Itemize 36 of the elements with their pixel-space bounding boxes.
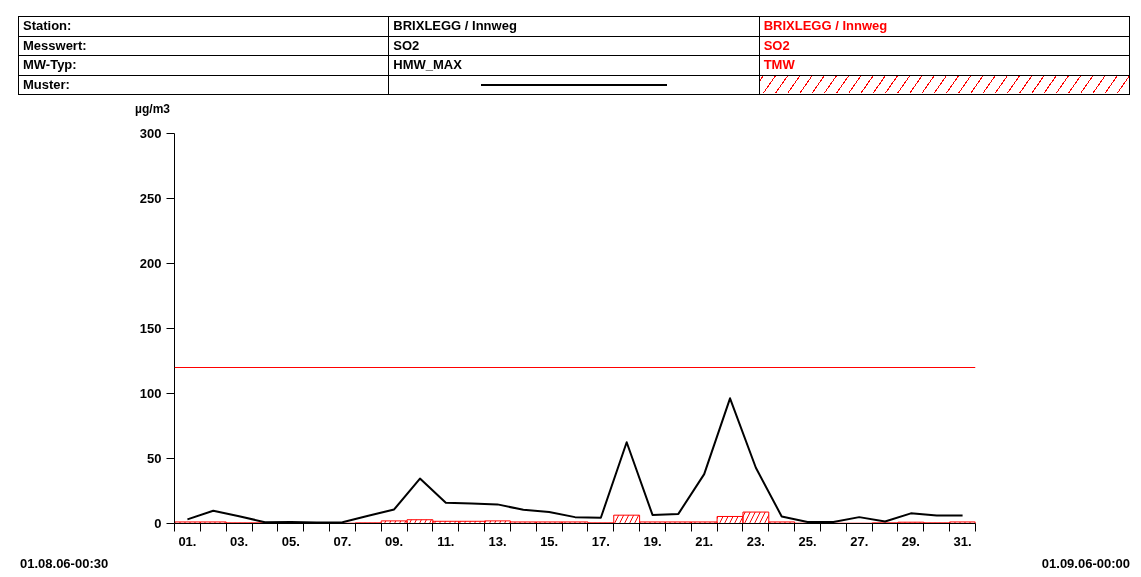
y-tick-label: 150 [139,321,162,336]
text: BRIXLEGG / Innweg [759,16,1130,37]
text: TMW [759,55,1130,76]
x-tick-label: 17. [591,533,610,549]
x-tick-label: 23. [746,533,765,549]
text: Messwert: [18,36,389,56]
y-tick-label: 0 [154,516,162,531]
text: Muster: [18,75,389,95]
x-tick-label: 29. [901,533,920,549]
text: BRIXLEGG / Innweg [388,16,760,37]
text: 01.08.06-00:30 [20,555,109,573]
x-tick-label: 31. [953,533,972,549]
y-axis-title: µg/m3 [134,101,170,119]
x-tick-label: 27. [850,533,869,549]
y-tick-label: 200 [139,256,162,271]
text: HMW_MAX [388,55,760,76]
x-tick-label: 15. [540,533,559,549]
x-tick-label: 19. [643,533,662,549]
x-tick-label: 25. [798,533,817,549]
y-tick-label: 300 [139,126,162,141]
text: 01.09.06-00:00 [1041,555,1130,573]
x-tick-label: 11. [437,533,455,549]
x-tick-label: 01. [178,533,197,549]
y-tick-label: 100 [139,386,162,401]
x-tick-label: 03. [230,533,249,549]
text: Station: [18,16,389,37]
y-tick-label: 250 [139,191,162,206]
x-tick-label: 09. [385,533,404,549]
x-tick-label: 07. [333,533,352,549]
y-tick-label: 50 [147,451,162,466]
x-tick-label: 21. [695,533,714,549]
text: MW-Typ: [18,55,389,76]
text: SO2 [388,36,760,56]
x-tick-label: 13. [488,533,507,549]
x-tick-label: 05. [281,533,300,549]
text: SO2 [759,36,1130,56]
